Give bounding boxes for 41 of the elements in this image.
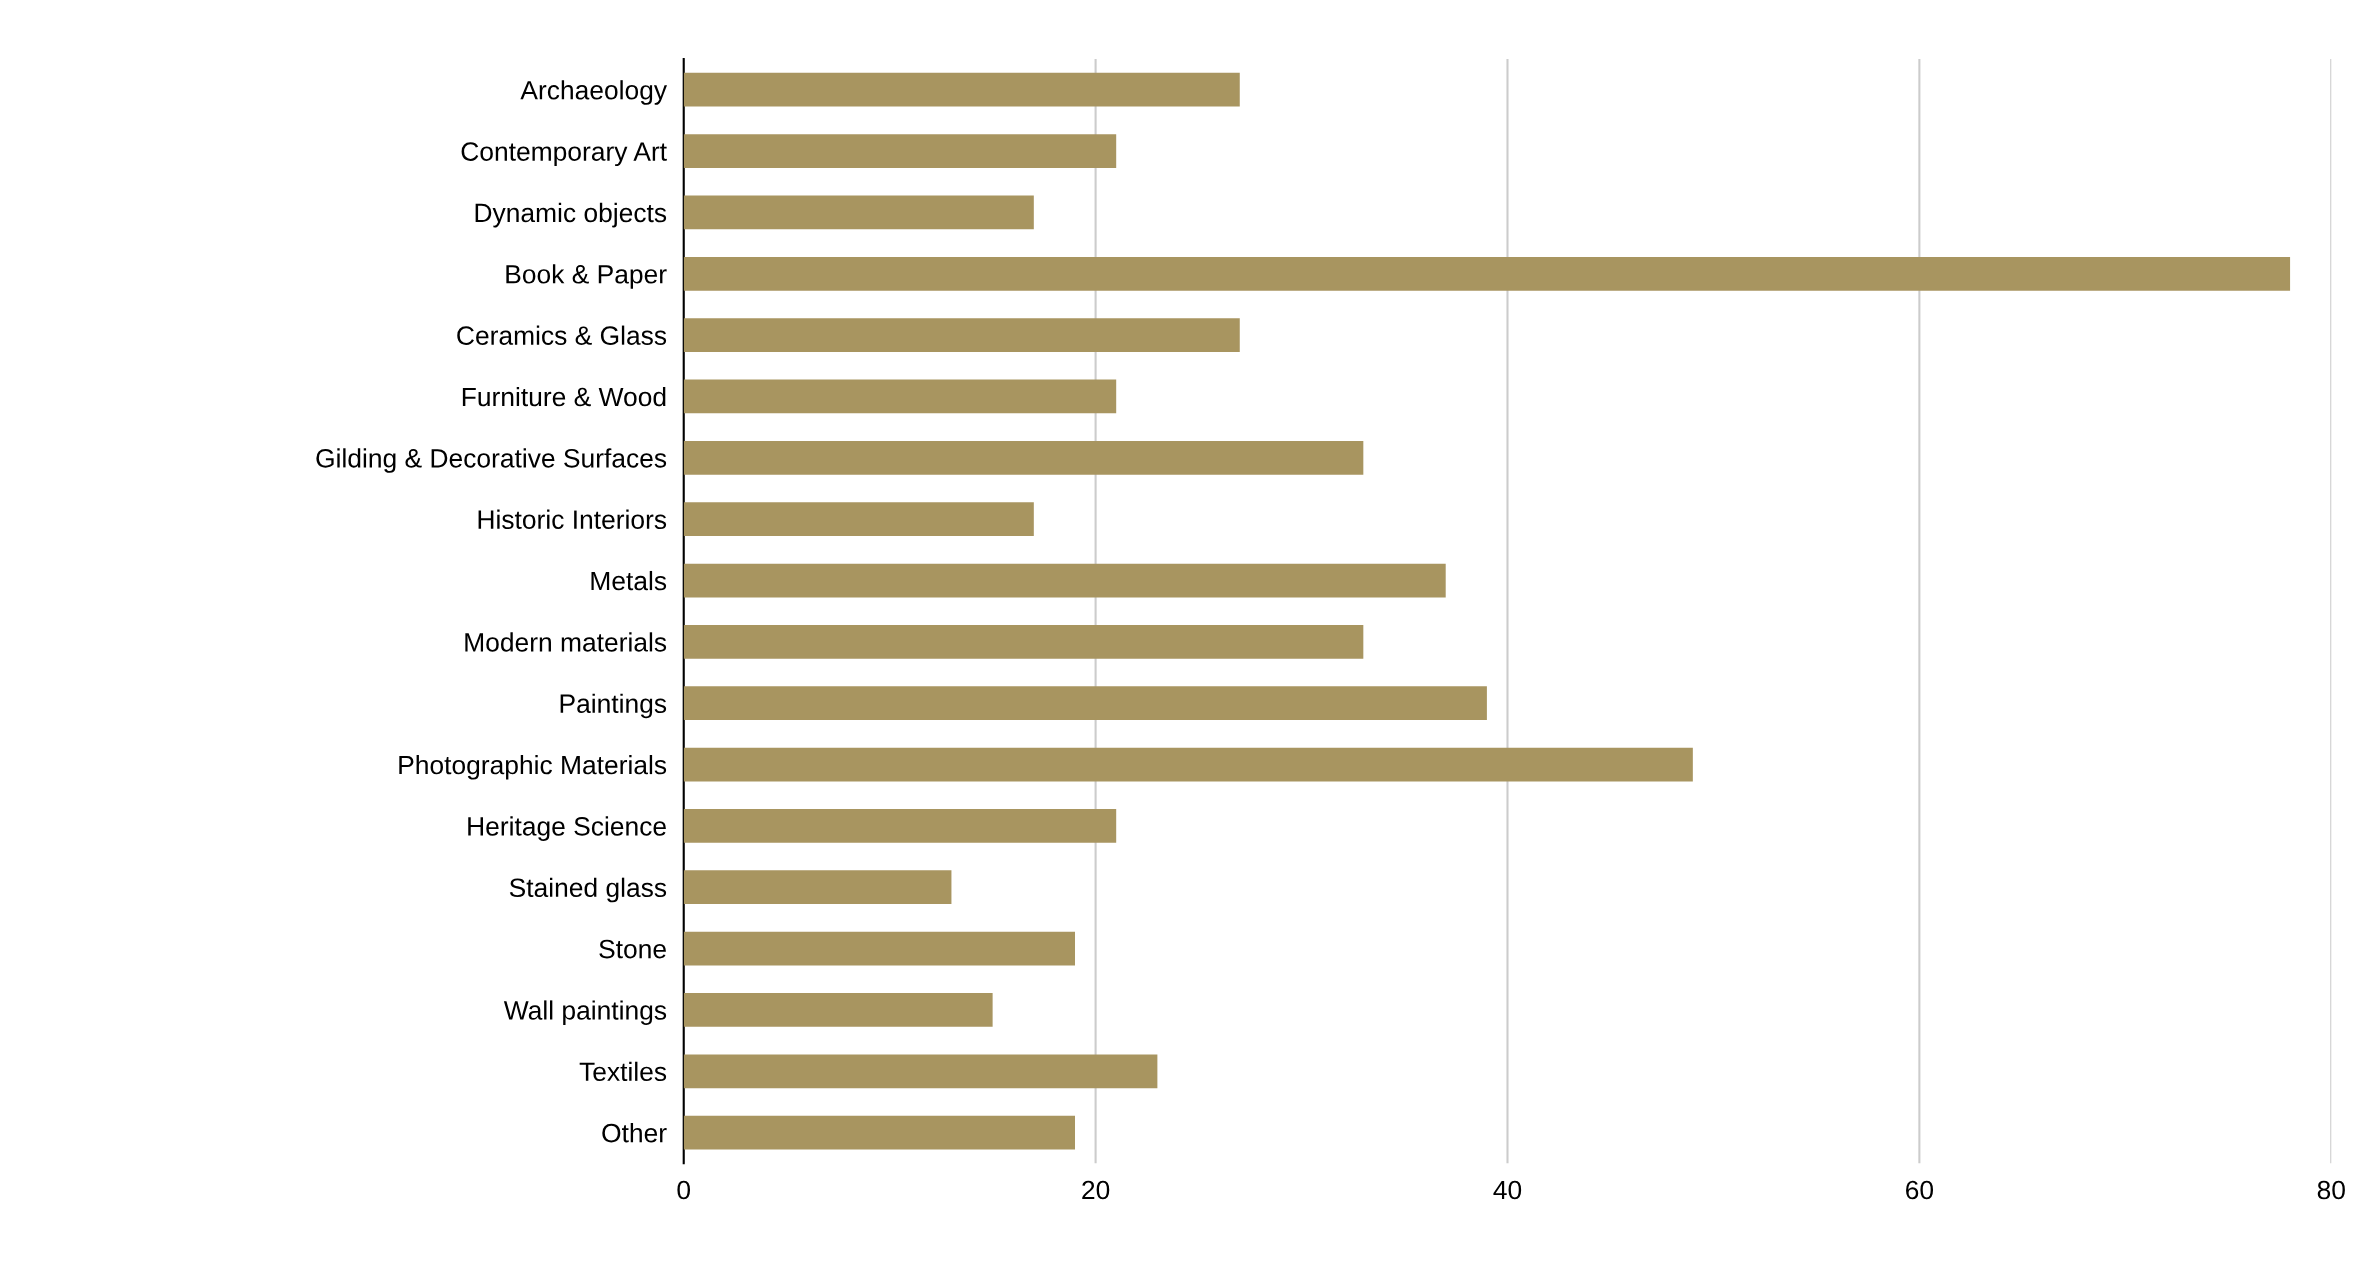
bar: [683, 502, 1034, 537]
y-tick-label: Gilding & Decorative Surfaces: [316, 448, 667, 473]
y-tick-label: Modern materials: [465, 632, 667, 652]
bar: [683, 686, 1487, 721]
bar: [683, 809, 1117, 843]
bar: [683, 440, 1364, 475]
y-tick-label: Ceramics & Glass: [457, 325, 667, 345]
bar: [683, 563, 1446, 598]
bar: [683, 1054, 1158, 1089]
bar: [683, 870, 952, 905]
x-tick-label: 0: [677, 1180, 691, 1200]
y-tick-label: Book & Paper: [506, 264, 667, 289]
y-tick-label: Archaeology: [520, 80, 667, 105]
y-tick-label: Historic Interiors: [478, 509, 667, 529]
y-tick-label: Heritage Science: [468, 816, 666, 841]
x-tick-label: 80: [2317, 1180, 2345, 1200]
x-tick-label: 40: [1493, 1180, 1522, 1200]
bar: [683, 1115, 1076, 1150]
y-tick-label: Contemporary Art: [461, 142, 667, 167]
bar: [683, 256, 2291, 291]
y-tick-label: Wall paintings: [503, 1000, 667, 1025]
bar: [683, 318, 1240, 352]
bar: [683, 624, 1364, 659]
y-tick-label: Stained glass: [509, 877, 667, 903]
x-tick-label: 20: [1082, 1180, 1110, 1200]
bar: [683, 747, 1693, 782]
y-tick-label: Metals: [591, 570, 667, 591]
bar: [683, 379, 1117, 414]
y-tick-label: Furniture & Wood: [462, 386, 666, 407]
bar: [683, 134, 1117, 168]
bar: [683, 72, 1240, 107]
y-tick-label: Textiles: [579, 1061, 667, 1082]
y-tick-label: Stone: [599, 939, 666, 959]
y-tick-label: Paintings: [560, 693, 667, 719]
bar: [683, 931, 1076, 966]
y-tick-label: Photographic Materials: [399, 754, 667, 780]
bar: [683, 993, 993, 1027]
y-tick-label: Other: [602, 1123, 667, 1143]
bar: [683, 195, 1034, 230]
x-tick-label: 60: [1906, 1180, 1934, 1200]
y-tick-label: Dynamic objects: [475, 202, 667, 228]
